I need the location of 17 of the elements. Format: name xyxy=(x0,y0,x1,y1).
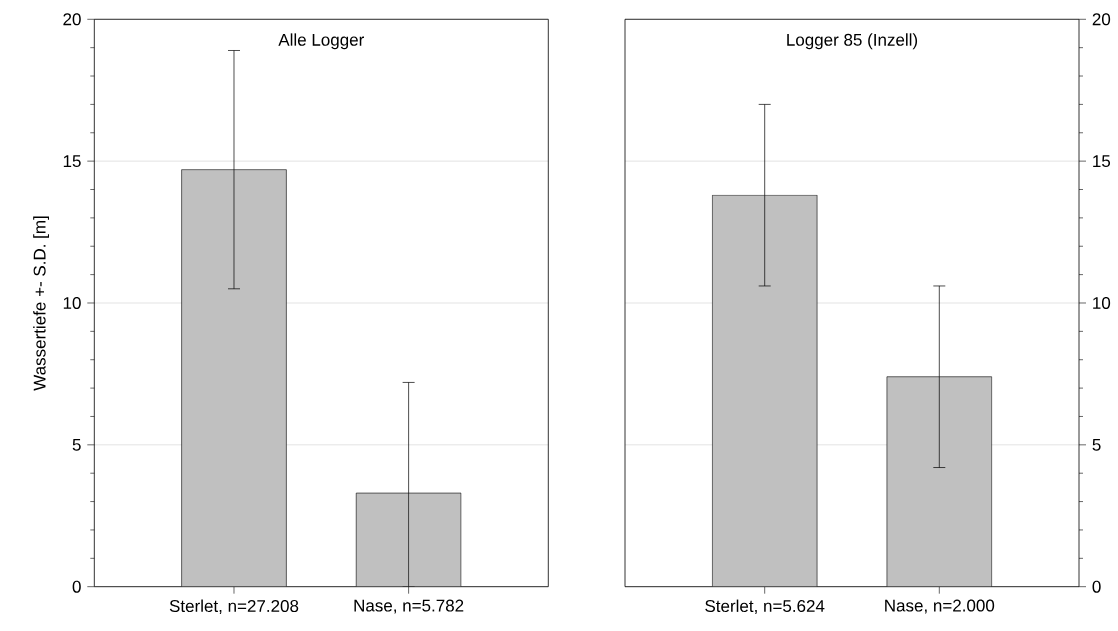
y-tick-label: 0 xyxy=(72,580,81,593)
y-tick-label: 15 xyxy=(1093,155,1111,168)
text: Logger 85 (Inzell) xyxy=(787,33,918,50)
x-tick-label: Sterlet, n=5.624 xyxy=(705,599,825,615)
y-tick-label: 0 xyxy=(1092,580,1101,593)
y-tick-label: 10 xyxy=(63,296,81,310)
y-tick-label: 5 xyxy=(1092,438,1101,451)
y-axis-title: Wassertiefe +- S.D. [m] xyxy=(33,216,50,391)
x-tick-label: Nase, n=5.782 xyxy=(354,599,464,614)
y-tick-label: 5 xyxy=(72,438,81,451)
y-tick-label: 20 xyxy=(1092,13,1111,26)
y-tick-label: 20 xyxy=(63,13,81,26)
x-tick-label: Sterlet, n=27.208 xyxy=(169,599,299,615)
text: Alle Logger xyxy=(278,33,364,50)
y-tick-label: 10 xyxy=(1093,296,1111,310)
x-tick-label: Nase, n=2.000 xyxy=(885,599,995,614)
y-tick-label: 15 xyxy=(63,155,81,168)
